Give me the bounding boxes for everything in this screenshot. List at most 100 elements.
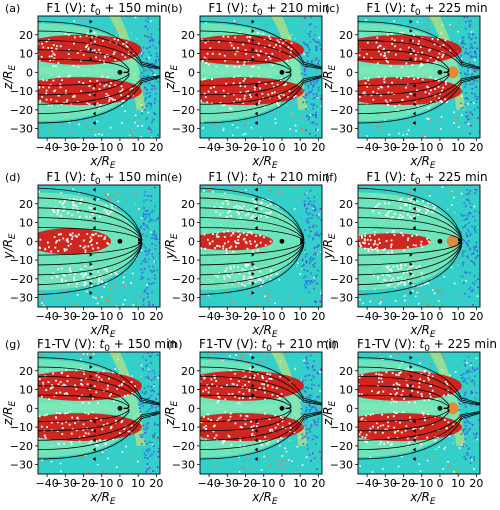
- lobe-speckle: [48, 86, 50, 89]
- x-tick-label: −10: [252, 477, 275, 490]
- scatter-point: [265, 468, 267, 471]
- flank-speckle: [277, 205, 280, 208]
- dayside-speckle: [138, 86, 141, 89]
- dayside-speckle: [153, 99, 156, 102]
- lobe-speckle: [442, 44, 445, 46]
- dayside-speckle: [315, 234, 317, 237]
- field-line: [38, 76, 160, 124]
- scatter-point: [65, 119, 68, 121]
- dayside-speckle: [305, 417, 308, 420]
- flank-speckle: [385, 214, 387, 217]
- lobe-speckle: [391, 81, 393, 84]
- scatter-point: [450, 25, 452, 27]
- dayside-speckle: [315, 47, 318, 50]
- lobe-speckle: [52, 65, 55, 67]
- flank-speckle: [260, 208, 263, 210]
- dayside-speckle: [303, 200, 306, 203]
- tail-speckle: [50, 250, 53, 253]
- lobe-speckle: [417, 391, 419, 394]
- dayside-speckle: [460, 107, 463, 110]
- earth-marker: [279, 238, 285, 244]
- lobe-speckle: [47, 381, 50, 383]
- panel-c: −40−30−20−10 0 10 2020100−10−20−30x/REz/REF…: [321, 1, 488, 171]
- scatter-point: [139, 37, 141, 40]
- scatter-point: [94, 134, 97, 136]
- lobe-speckle: [258, 387, 261, 390]
- lobe-speckle: [409, 92, 412, 95]
- lobe-speckle: [257, 372, 259, 375]
- dayside-speckle: [144, 76, 147, 79]
- dayside-speckle: [301, 425, 303, 428]
- scatter-point: [427, 305, 429, 307]
- lobe-speckle: [57, 94, 60, 97]
- scatter-point: [474, 434, 477, 436]
- scatter-point: [318, 36, 320, 39]
- lobe-speckle: [413, 34, 415, 37]
- lobe-speckle: [275, 43, 277, 46]
- dayside-speckle: [151, 406, 153, 409]
- lobe-speckle: [54, 65, 57, 68]
- scatter-point: [321, 60, 322, 63]
- dayside-speckle: [144, 99, 146, 102]
- dayside-speckle: [144, 87, 147, 90]
- dayside-speckle: [145, 359, 148, 362]
- dayside-speckle: [314, 423, 317, 425]
- scatter-point: [467, 123, 470, 125]
- x-tick-label: −10: [90, 310, 113, 323]
- dayside-speckle: [149, 95, 152, 97]
- y-tick-label: 0: [188, 235, 195, 248]
- lobe-speckle: [400, 77, 402, 80]
- panel-tag: (g): [5, 338, 21, 351]
- dayside-speckle: [317, 420, 319, 423]
- field-arrow: [412, 197, 416, 202]
- scatter-point: [320, 292, 322, 295]
- lobe-speckle: [255, 425, 258, 428]
- scatter-point: [54, 457, 57, 459]
- x-tick-label: −40: [355, 310, 378, 323]
- lobe-speckle: [105, 83, 108, 86]
- scatter-point: [96, 17, 99, 19]
- scatter-point: [147, 128, 150, 130]
- perturbation-region: [446, 66, 459, 79]
- dayside-speckle: [468, 230, 470, 233]
- tail-speckle: [66, 239, 69, 242]
- lobe-speckle: [74, 36, 76, 39]
- flank-speckle: [83, 274, 86, 277]
- tail-speckle: [58, 239, 61, 242]
- dayside-speckle: [149, 248, 151, 251]
- dayside-speckle: [314, 406, 317, 409]
- x-tick-label: 20: [149, 477, 163, 490]
- scatter-point: [374, 462, 377, 464]
- lobe-speckle: [244, 384, 246, 386]
- x-tick-label: −30: [216, 141, 239, 154]
- dayside-speckle: [308, 262, 311, 264]
- scatter-point: [289, 461, 292, 463]
- scatter-point: [140, 375, 142, 378]
- lobe-speckle: [400, 371, 402, 374]
- lobe-speckle: [45, 89, 48, 92]
- field-arrow: [92, 225, 96, 230]
- scatter-point: [380, 301, 382, 303]
- flank-speckle: [270, 211, 272, 214]
- dayside-speckle: [315, 45, 317, 48]
- tail-speckle: [82, 246, 85, 249]
- lobe-speckle: [391, 92, 393, 95]
- lobe-speckle: [268, 35, 271, 38]
- scatter-point: [315, 134, 317, 137]
- lobe-speckle: [74, 384, 76, 387]
- lobe-speckle: [276, 101, 278, 104]
- dayside-speckle: [145, 376, 147, 379]
- dayside-speckle: [467, 73, 469, 76]
- lobe-speckle: [257, 67, 260, 69]
- lobe-speckle: [42, 381, 44, 384]
- scatter-point: [433, 453, 435, 455]
- lobe-speckle: [378, 381, 380, 383]
- dayside-speckle: [144, 288, 147, 291]
- flank-speckle: [90, 207, 93, 209]
- flank-speckle: [238, 212, 240, 215]
- lobe-speckle: [101, 428, 104, 431]
- flank-speckle: [250, 216, 253, 219]
- lobe-speckle: [194, 45, 196, 47]
- tail-speckle: [207, 238, 209, 241]
- tail-speckle: [84, 251, 87, 254]
